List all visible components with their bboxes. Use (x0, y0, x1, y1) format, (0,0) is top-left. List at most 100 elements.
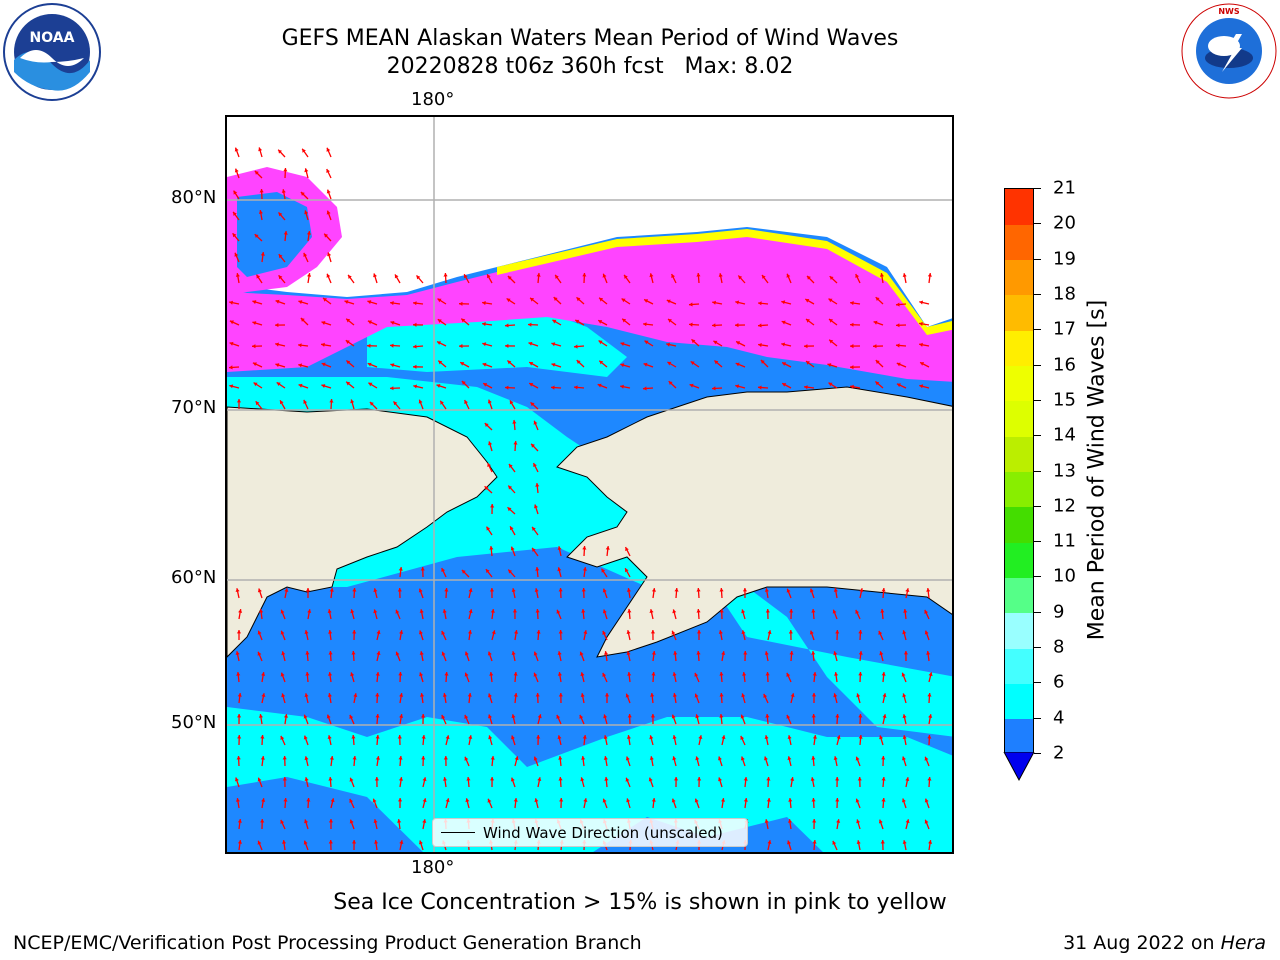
wind-wave-arrowhead (650, 630, 655, 634)
wind-wave-arrowhead (836, 819, 841, 823)
wind-wave-arrowhead (464, 714, 469, 719)
wind-wave-arrowhead (787, 735, 792, 739)
wind-wave-arrowhead (924, 630, 929, 635)
colorbar-segment (1005, 506, 1033, 543)
wind-wave-arrowhead (282, 840, 287, 844)
arctic-no-data (227, 117, 952, 327)
wind-wave-arrowhead (919, 300, 924, 305)
colorbar-segment (1005, 365, 1033, 402)
wind-wave-arrowhead (781, 300, 786, 305)
wind-wave-arrowhead (326, 169, 330, 173)
wind-wave-arrowhead (879, 651, 884, 656)
wind-wave-arrowhead (326, 714, 331, 719)
wind-wave-arrowhead (229, 384, 234, 389)
wind-wave-arrowhead (484, 423, 489, 427)
wind-wave-arrowhead (487, 651, 492, 656)
colorbar-tick-label: 4 (1053, 707, 1065, 729)
footer-credit: NCEP/EMC/Verification Post Processing Pr… (13, 932, 642, 954)
wind-wave-arrowhead (674, 777, 679, 781)
wind-wave-arrowhead (599, 297, 604, 302)
wind-wave-arrowhead (741, 630, 746, 635)
wind-wave-arrowhead (804, 344, 808, 349)
wind-wave-arrowhead (787, 756, 792, 761)
wind-wave-arrowhead (858, 672, 863, 676)
wind-wave-arrowhead (580, 693, 585, 697)
wind-wave-arrowhead (835, 798, 840, 802)
wind-wave-arrowhead (558, 693, 563, 697)
colorbar-segment (1005, 189, 1033, 225)
wind-wave-arrowhead (812, 819, 817, 823)
wind-wave-arrowhead (667, 361, 672, 366)
wind-wave-arrowhead (721, 651, 726, 655)
wind-wave-arrowhead (576, 360, 581, 364)
wind-wave-arrowhead (535, 483, 540, 487)
wind-wave-arrowhead (924, 609, 929, 614)
colorbar (1004, 188, 1034, 755)
wind-wave-arrowhead (902, 840, 907, 844)
wind-wave-arrowhead (368, 382, 373, 387)
wind-wave-arrowhead (781, 342, 786, 347)
wind-wave-arrowhead (535, 609, 540, 613)
wind-wave-arrowhead (321, 384, 326, 388)
colorbar-tick (1034, 753, 1041, 754)
colorbar-tick-label: 2 (1053, 742, 1065, 764)
noaa-logo: NOAA (2, 2, 102, 102)
wind-wave-arrowhead (881, 777, 886, 781)
ocean-pacific-cyan (227, 707, 952, 852)
wind-wave-arrowhead (553, 297, 558, 301)
wind-wave-arrowhead (625, 568, 629, 573)
wind-wave-arrowhead (694, 693, 699, 698)
wind-wave-arrowhead (257, 840, 262, 845)
wind-wave-arrowhead (811, 651, 816, 655)
wind-wave-arrowhead (236, 756, 241, 760)
wind-wave-arrowhead (878, 819, 883, 824)
wind-wave-arrowhead (788, 630, 793, 634)
wind-wave-arrowhead (766, 798, 771, 802)
wind-wave-arrowhead (416, 275, 421, 280)
wind-wave-arrowhead (740, 735, 745, 740)
wind-wave-arrowhead (551, 385, 555, 390)
lon-label-top: 180° (411, 89, 455, 110)
wind-wave-arrowhead (436, 384, 441, 388)
wind-wave-arrowhead (399, 693, 404, 697)
wind-wave-arrowhead (626, 651, 631, 655)
wind-wave-arrowhead (252, 321, 257, 325)
wind-wave-arrowhead (413, 384, 418, 389)
wind-wave-arrowhead (643, 322, 647, 327)
wind-wave-arrowhead (582, 567, 587, 571)
wind-wave-arrowhead (626, 798, 631, 803)
wind-wave-arrowhead (558, 756, 563, 760)
wind-wave-arrowhead (327, 693, 332, 697)
wind-wave-arrowhead (671, 798, 676, 803)
wind-wave-arrowhead (367, 300, 372, 305)
wind-wave-arrowhead (254, 171, 259, 175)
wind-wave-arrowhead (765, 672, 770, 676)
wind-wave-arrowhead (735, 362, 740, 367)
wind-wave-arrowhead (644, 340, 649, 345)
wind-wave-arrowhead (781, 320, 786, 325)
wind-wave-arrowhead (551, 342, 556, 347)
wind-wave-arrowhead (459, 301, 463, 306)
wind-wave-arrowhead (514, 756, 519, 761)
wind-wave-arrowhead (928, 714, 933, 718)
wind-wave-arrowhead (419, 840, 423, 845)
wind-wave-arrowhead (278, 275, 283, 280)
wind-wave-arrowhead (850, 322, 854, 327)
wind-wave-arrowhead (856, 819, 861, 824)
wind-wave-arrowhead (602, 630, 607, 635)
wind-wave-arrowhead (483, 383, 488, 387)
wind-wave-arrowhead (282, 777, 287, 781)
wind-wave-arrowhead (420, 567, 425, 571)
colorbar-segment (1005, 542, 1033, 578)
wind-wave-arrowhead (859, 588, 864, 592)
wind-wave-arrowhead (260, 252, 265, 256)
wind-wave-arrowhead (261, 672, 266, 676)
wind-wave-arrowhead (252, 344, 256, 349)
wind-wave-arrowhead (257, 630, 262, 635)
wind-wave-arrowhead (758, 343, 762, 348)
wind-wave-arrowhead (896, 383, 901, 388)
lat-label-60: 60°N (171, 567, 217, 588)
wind-wave-arrowhead (528, 322, 532, 327)
wind-wave-arrowhead (327, 735, 332, 739)
wind-wave-arrowhead (850, 344, 854, 349)
